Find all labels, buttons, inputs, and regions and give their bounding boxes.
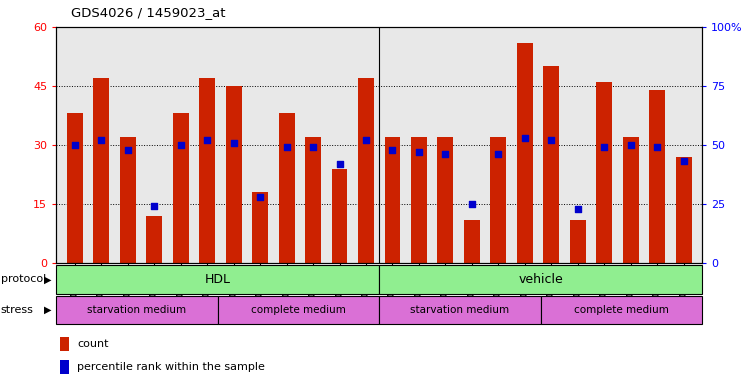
- Bar: [379, 265, 702, 294]
- Point: [493, 151, 505, 157]
- Point: [387, 147, 399, 153]
- Bar: [56, 296, 218, 324]
- Bar: [385, 137, 400, 263]
- Bar: [570, 220, 586, 263]
- Bar: [120, 137, 136, 263]
- Point: [545, 137, 557, 143]
- Point: [677, 159, 689, 165]
- Point: [413, 149, 425, 155]
- Bar: [60, 337, 70, 351]
- Point: [466, 201, 478, 207]
- Bar: [332, 169, 348, 263]
- Text: vehicle: vehicle: [518, 273, 563, 286]
- Text: percentile rank within the sample: percentile rank within the sample: [77, 362, 265, 372]
- Point: [122, 147, 134, 153]
- Bar: [490, 137, 506, 263]
- Bar: [60, 360, 70, 374]
- Bar: [199, 78, 215, 263]
- Bar: [93, 78, 109, 263]
- Bar: [173, 114, 189, 263]
- Point: [228, 139, 240, 146]
- Bar: [146, 216, 162, 263]
- Text: protocol: protocol: [1, 274, 46, 285]
- Bar: [544, 66, 559, 263]
- Bar: [517, 43, 532, 263]
- Point: [95, 137, 107, 143]
- Bar: [252, 192, 268, 263]
- Text: complete medium: complete medium: [251, 305, 346, 315]
- Text: count: count: [77, 339, 108, 349]
- Bar: [305, 137, 321, 263]
- Point: [651, 144, 663, 151]
- Text: ▶: ▶: [44, 274, 51, 285]
- Bar: [56, 265, 379, 294]
- Bar: [218, 296, 379, 324]
- Point: [439, 151, 451, 157]
- Text: complete medium: complete medium: [574, 305, 669, 315]
- Point: [281, 144, 293, 151]
- Point: [148, 203, 160, 209]
- Point: [201, 137, 213, 143]
- Point: [69, 142, 81, 148]
- Point: [333, 161, 345, 167]
- Text: stress: stress: [1, 305, 34, 315]
- Bar: [67, 114, 83, 263]
- Point: [360, 137, 372, 143]
- Point: [599, 144, 611, 151]
- Bar: [358, 78, 374, 263]
- Text: starvation medium: starvation medium: [411, 305, 509, 315]
- Point: [307, 144, 319, 151]
- Text: ▶: ▶: [44, 305, 51, 315]
- Point: [625, 142, 637, 148]
- Text: HDL: HDL: [205, 273, 231, 286]
- Bar: [650, 90, 665, 263]
- Bar: [226, 86, 242, 263]
- Bar: [438, 137, 454, 263]
- Bar: [623, 137, 638, 263]
- Point: [175, 142, 187, 148]
- Bar: [464, 220, 480, 263]
- Bar: [541, 296, 702, 324]
- Bar: [676, 157, 692, 263]
- Point: [572, 206, 584, 212]
- Bar: [379, 296, 541, 324]
- Point: [254, 194, 266, 200]
- Bar: [411, 137, 427, 263]
- Bar: [596, 82, 612, 263]
- Bar: [279, 114, 294, 263]
- Point: [519, 135, 531, 141]
- Text: starvation medium: starvation medium: [88, 305, 186, 315]
- Text: GDS4026 / 1459023_at: GDS4026 / 1459023_at: [71, 6, 226, 19]
